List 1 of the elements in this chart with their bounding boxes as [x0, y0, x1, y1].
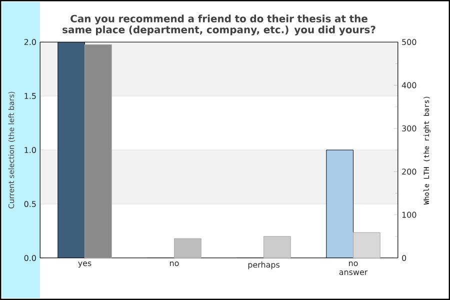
- chart-title: Can you recommend a friend to do their thesis at the same place (department, company, etc.) you did yours?: [62, 14, 376, 36]
